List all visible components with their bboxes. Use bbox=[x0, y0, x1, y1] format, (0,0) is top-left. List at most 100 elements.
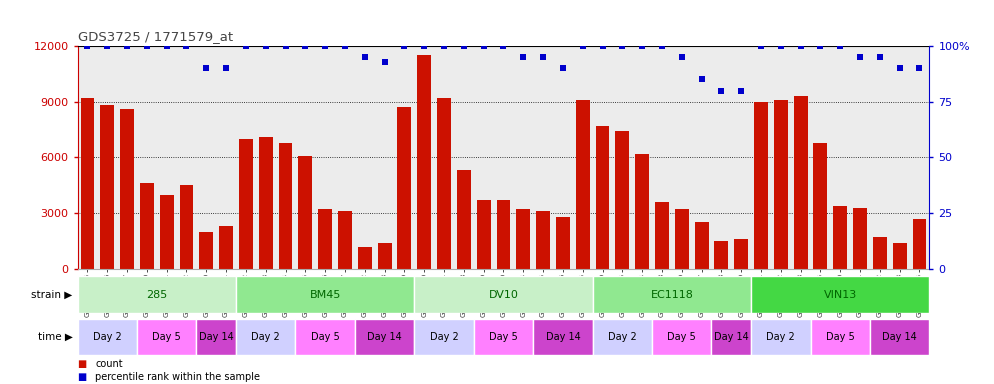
Text: time ▶: time ▶ bbox=[38, 332, 73, 342]
Bar bbox=[576, 100, 589, 269]
Point bbox=[734, 88, 749, 94]
Point bbox=[99, 43, 115, 49]
Bar bbox=[833, 206, 847, 269]
Point bbox=[515, 54, 531, 60]
Bar bbox=[497, 200, 510, 269]
Point bbox=[337, 43, 353, 49]
Text: Day 14: Day 14 bbox=[367, 332, 402, 342]
Bar bbox=[516, 209, 530, 269]
Bar bbox=[457, 170, 471, 269]
Bar bbox=[675, 209, 689, 269]
Bar bbox=[635, 154, 649, 269]
Bar bbox=[754, 102, 768, 269]
Bar bbox=[735, 239, 748, 269]
Text: Day 5: Day 5 bbox=[311, 332, 340, 342]
Point bbox=[773, 43, 789, 49]
Text: Day 5: Day 5 bbox=[152, 332, 181, 342]
Bar bbox=[258, 137, 272, 269]
Text: Day 14: Day 14 bbox=[883, 332, 917, 342]
Bar bbox=[81, 98, 94, 269]
Point bbox=[456, 43, 472, 49]
Bar bbox=[355, 319, 414, 355]
Bar bbox=[751, 276, 929, 313]
Bar bbox=[295, 319, 355, 355]
Text: ■: ■ bbox=[78, 359, 86, 369]
Text: Day 2: Day 2 bbox=[608, 332, 637, 342]
Bar bbox=[873, 237, 887, 269]
Point bbox=[634, 43, 650, 49]
Point bbox=[852, 54, 868, 60]
Point bbox=[436, 43, 452, 49]
Bar bbox=[474, 319, 533, 355]
Bar bbox=[100, 106, 114, 269]
Point bbox=[416, 43, 432, 49]
Bar bbox=[358, 247, 372, 269]
Bar bbox=[751, 319, 810, 355]
Text: strain ▶: strain ▶ bbox=[32, 290, 73, 300]
Point bbox=[575, 43, 590, 49]
Bar bbox=[853, 207, 867, 269]
Text: Day 5: Day 5 bbox=[489, 332, 518, 342]
Bar bbox=[870, 319, 929, 355]
Bar bbox=[398, 107, 412, 269]
Point bbox=[80, 43, 95, 49]
Text: Day 14: Day 14 bbox=[714, 332, 748, 342]
Bar bbox=[715, 241, 729, 269]
Point bbox=[674, 54, 690, 60]
Point bbox=[238, 43, 253, 49]
Bar bbox=[414, 319, 474, 355]
Point bbox=[535, 54, 551, 60]
Point bbox=[357, 54, 373, 60]
Point bbox=[594, 43, 610, 49]
Point bbox=[317, 43, 333, 49]
Bar bbox=[200, 232, 214, 269]
Point bbox=[179, 43, 195, 49]
Point bbox=[159, 43, 175, 49]
Bar bbox=[793, 96, 807, 269]
Text: Day 2: Day 2 bbox=[429, 332, 458, 342]
Bar bbox=[160, 195, 174, 269]
Point bbox=[792, 43, 808, 49]
Bar bbox=[236, 319, 295, 355]
Bar bbox=[378, 243, 392, 269]
Bar bbox=[533, 319, 592, 355]
Text: Day 5: Day 5 bbox=[826, 332, 855, 342]
Point bbox=[277, 43, 293, 49]
Point bbox=[199, 65, 215, 71]
Point bbox=[218, 65, 234, 71]
Bar bbox=[810, 319, 870, 355]
Point bbox=[119, 43, 135, 49]
Point bbox=[614, 43, 630, 49]
Bar bbox=[695, 222, 709, 269]
Point bbox=[911, 65, 927, 71]
Point bbox=[397, 43, 413, 49]
Bar bbox=[592, 319, 652, 355]
Bar bbox=[220, 226, 233, 269]
Text: VIN13: VIN13 bbox=[824, 290, 857, 300]
Bar bbox=[78, 276, 236, 313]
Bar bbox=[655, 202, 669, 269]
Point bbox=[892, 65, 908, 71]
Point bbox=[257, 43, 273, 49]
Bar bbox=[318, 209, 332, 269]
Bar bbox=[298, 156, 312, 269]
Bar bbox=[120, 109, 134, 269]
Bar bbox=[278, 142, 292, 269]
Bar bbox=[417, 55, 431, 269]
Point bbox=[139, 43, 155, 49]
Bar bbox=[239, 139, 252, 269]
Text: Day 2: Day 2 bbox=[92, 332, 121, 342]
Text: Day 2: Day 2 bbox=[766, 332, 795, 342]
Bar bbox=[414, 276, 592, 313]
Bar bbox=[774, 100, 787, 269]
Bar bbox=[140, 184, 154, 269]
Bar bbox=[615, 131, 629, 269]
Point bbox=[476, 43, 492, 49]
Bar bbox=[197, 319, 236, 355]
Point bbox=[832, 43, 848, 49]
Point bbox=[377, 59, 393, 65]
Bar bbox=[137, 319, 197, 355]
Point bbox=[297, 43, 313, 49]
Bar bbox=[236, 276, 414, 313]
Text: Day 2: Day 2 bbox=[251, 332, 280, 342]
